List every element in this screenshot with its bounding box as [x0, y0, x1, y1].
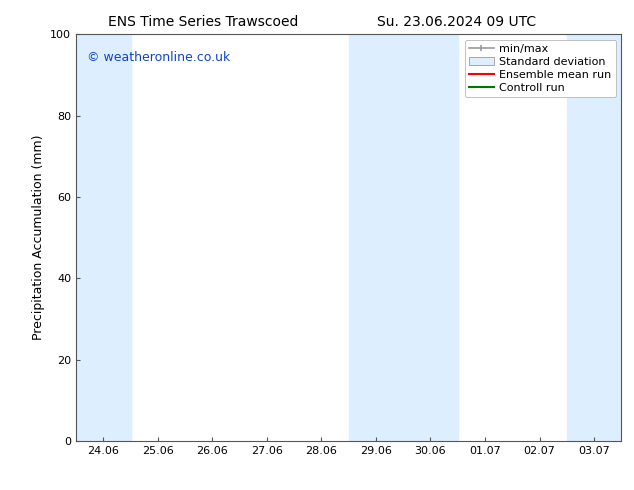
- Y-axis label: Precipitation Accumulation (mm): Precipitation Accumulation (mm): [32, 135, 44, 341]
- Legend: min/max, Standard deviation, Ensemble mean run, Controll run: min/max, Standard deviation, Ensemble me…: [465, 40, 616, 97]
- Bar: [349, 34, 458, 441]
- Text: ENS Time Series Trawscoed: ENS Time Series Trawscoed: [108, 15, 298, 29]
- Text: © weatheronline.co.uk: © weatheronline.co.uk: [87, 50, 230, 64]
- Bar: [76, 34, 131, 441]
- Bar: [567, 34, 621, 441]
- Text: Su. 23.06.2024 09 UTC: Su. 23.06.2024 09 UTC: [377, 15, 536, 29]
